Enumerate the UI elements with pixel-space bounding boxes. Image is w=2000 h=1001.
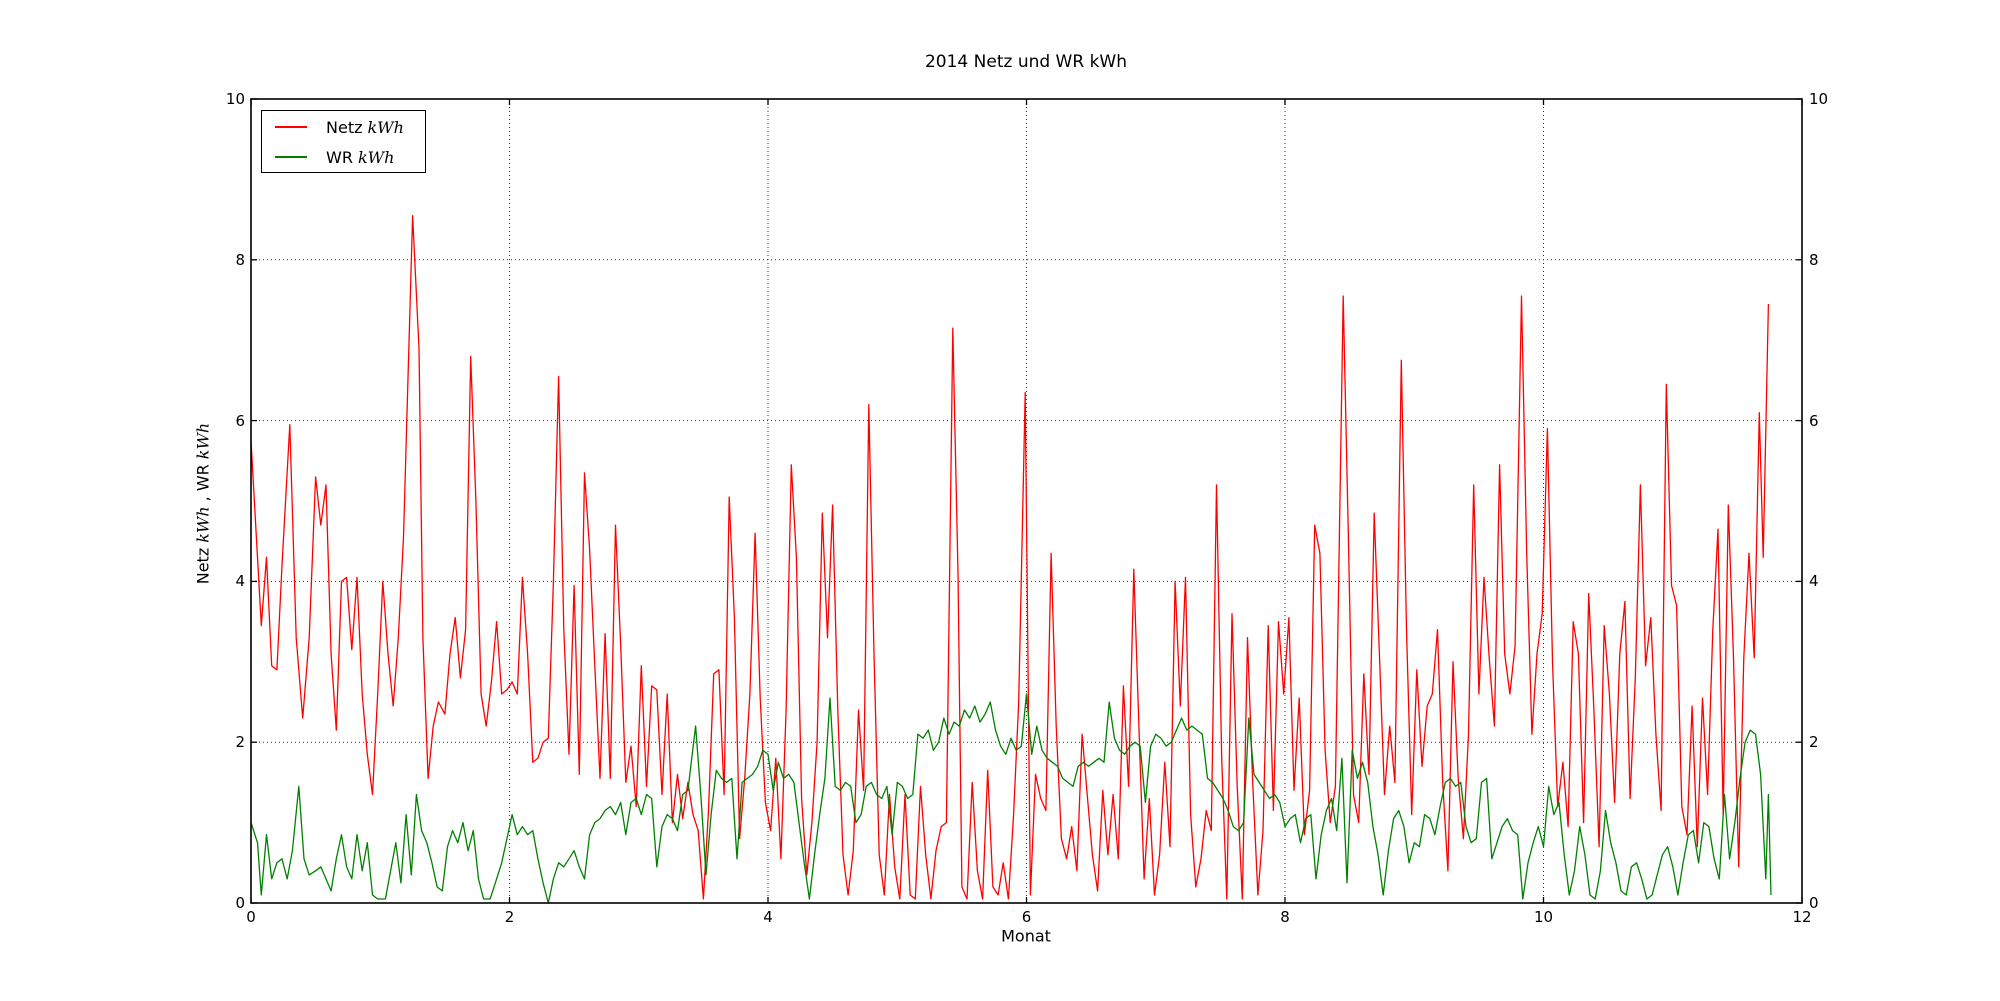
axes-frame xyxy=(250,98,1803,904)
x-tick-label: 10 xyxy=(1533,908,1554,926)
y-axis-label-unit2: kWh xyxy=(193,422,213,460)
x-tick-label: 12 xyxy=(1792,908,1812,926)
x-tick-label: 0 xyxy=(246,908,256,926)
y-tick-label-right: 2 xyxy=(1809,733,1819,752)
y-tick-label-left: 10 xyxy=(225,90,245,108)
legend: Netz kWh WR kWh xyxy=(261,110,426,173)
y-tick-label-left: 2 xyxy=(235,733,245,752)
y-tick-label-left: 6 xyxy=(235,411,245,430)
chart-title: 2014 Netz und WR kWh xyxy=(924,52,1128,72)
legend-unit-wr: kWh xyxy=(357,147,395,167)
y-axis-label: Netz kWh , WR kWh xyxy=(194,418,213,585)
legend-label-netz: Netz xyxy=(326,117,363,137)
x-axis-label: Monat xyxy=(1001,926,1051,946)
x-tick-label: 8 xyxy=(1280,908,1290,926)
legend-item-wr: WR kWh xyxy=(262,143,425,171)
y-tick-label-right: 10 xyxy=(1809,90,1829,108)
y-tick-label-right: 4 xyxy=(1809,572,1819,591)
x-tick-label: 2 xyxy=(504,908,515,926)
legend-item-netz: Netz kWh xyxy=(262,113,425,141)
y-tick-label-left: 0 xyxy=(235,894,245,912)
y-tick-label-right: 8 xyxy=(1809,250,1819,269)
y-axis-label-unit1: kWh xyxy=(193,506,213,543)
legend-unit-netz: kWh xyxy=(367,117,404,137)
wr-line xyxy=(250,693,1772,904)
y-tick-label-left: 4 xyxy=(235,572,245,591)
x-tick-label: 4 xyxy=(763,908,773,926)
wr-line-sample xyxy=(275,156,307,158)
x-tick-label: 6 xyxy=(1021,908,1032,926)
legend-label-wr: WR xyxy=(326,147,353,167)
netz-line xyxy=(250,214,1770,900)
y-axis-label-wr: , WR xyxy=(193,464,213,502)
y-axis-label-netz: Netz xyxy=(193,547,213,585)
y-tick-label-right: 0 xyxy=(1809,894,1819,912)
netz-line-sample xyxy=(275,126,307,128)
y-tick-label-right: 6 xyxy=(1809,411,1819,430)
y-tick-label-left: 8 xyxy=(235,250,245,269)
